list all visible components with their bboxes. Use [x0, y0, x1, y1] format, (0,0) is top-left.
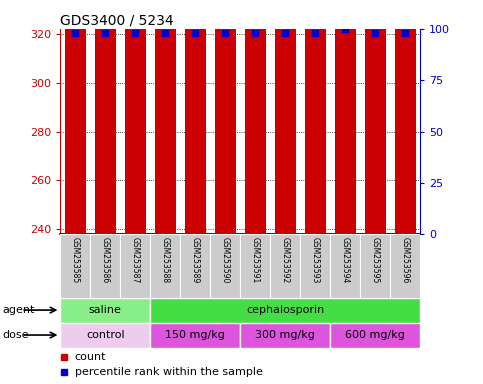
Text: GSM253585: GSM253585	[71, 237, 80, 284]
Bar	[241, 234, 270, 298]
Text: GDS3400 / 5234: GDS3400 / 5234	[60, 13, 174, 27]
Text: count: count	[75, 352, 106, 362]
Bar	[60, 323, 150, 348]
Bar	[185, 0, 206, 234]
Bar	[210, 234, 240, 298]
Bar	[275, 0, 296, 234]
Bar	[125, 0, 146, 234]
Text: percentile rank within the sample: percentile rank within the sample	[75, 367, 263, 377]
Bar	[95, 0, 116, 234]
Bar	[330, 323, 420, 348]
Text: GSM253592: GSM253592	[281, 237, 290, 284]
Bar	[305, 0, 326, 234]
Text: GSM253596: GSM253596	[401, 237, 410, 284]
Bar	[241, 323, 330, 348]
Text: saline: saline	[89, 305, 122, 315]
Bar	[90, 234, 120, 298]
Bar	[330, 234, 360, 298]
Text: GSM253586: GSM253586	[101, 237, 110, 284]
Bar	[215, 0, 236, 234]
Bar	[60, 234, 90, 298]
Text: GSM253590: GSM253590	[221, 237, 230, 284]
Bar	[300, 234, 330, 298]
Bar	[150, 234, 180, 298]
Bar	[65, 0, 86, 234]
Text: 300 mg/kg: 300 mg/kg	[256, 330, 315, 340]
Text: GSM253588: GSM253588	[161, 237, 170, 283]
Text: GSM253595: GSM253595	[371, 237, 380, 284]
Bar	[390, 234, 420, 298]
Bar	[120, 234, 150, 298]
Text: GSM253589: GSM253589	[191, 237, 200, 284]
Text: GSM253594: GSM253594	[341, 237, 350, 284]
Text: agent: agent	[2, 305, 35, 315]
Bar	[180, 234, 210, 298]
Text: GSM253587: GSM253587	[131, 237, 140, 284]
Bar	[245, 0, 266, 234]
Bar	[365, 0, 386, 234]
Text: cephalosporin: cephalosporin	[246, 305, 325, 315]
Text: control: control	[86, 330, 125, 340]
Bar	[395, 0, 416, 234]
Bar	[335, 0, 356, 234]
Bar	[270, 234, 300, 298]
Bar	[150, 323, 241, 348]
Text: GSM253593: GSM253593	[311, 237, 320, 284]
Text: 600 mg/kg: 600 mg/kg	[345, 330, 405, 340]
Text: 150 mg/kg: 150 mg/kg	[165, 330, 225, 340]
Bar	[60, 298, 150, 323]
Text: dose: dose	[2, 330, 29, 340]
Bar	[155, 0, 176, 234]
Text: GSM253591: GSM253591	[251, 237, 260, 284]
Bar	[360, 234, 390, 298]
Bar	[150, 298, 420, 323]
